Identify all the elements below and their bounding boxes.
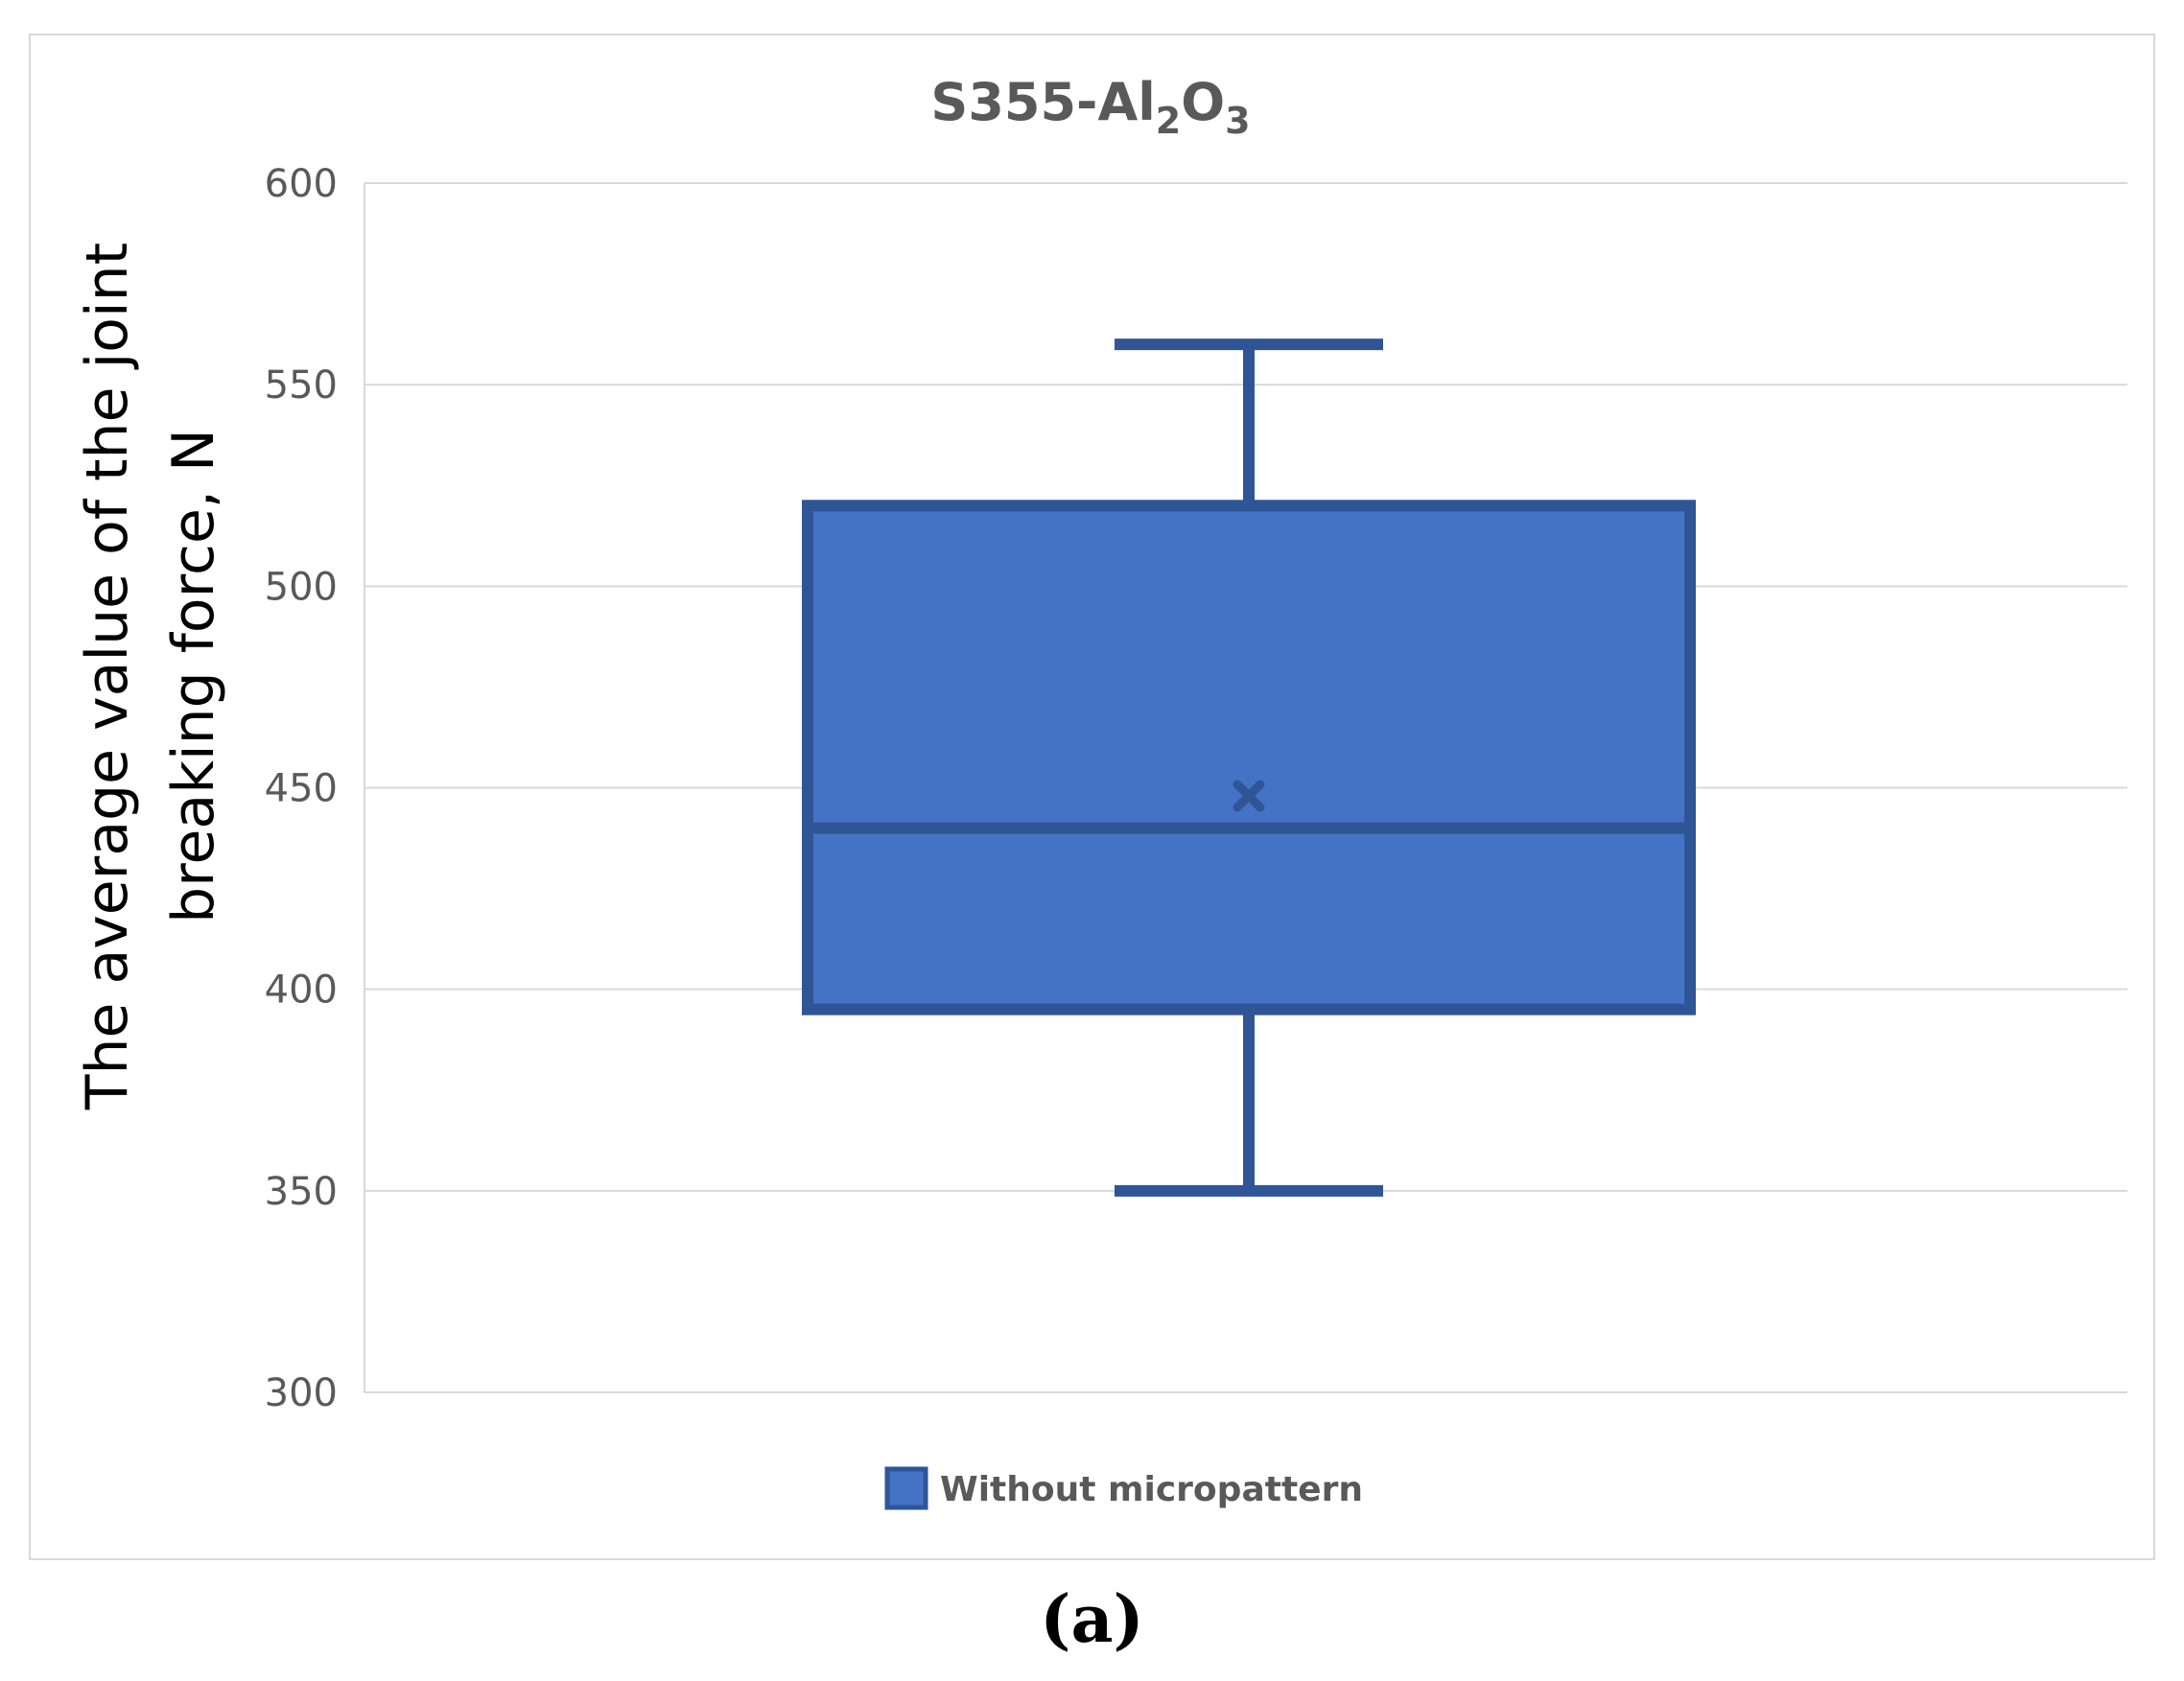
- iqr-box: [802, 500, 1696, 1016]
- chart-title-sub-2: 3: [1225, 100, 1250, 142]
- y-tick-label-350: 350: [265, 1170, 338, 1214]
- y-tick-label-550: 550: [265, 363, 338, 408]
- mean-marker-stroke-2: [1233, 780, 1265, 812]
- legend-label: Without micropattern: [940, 1470, 1363, 1509]
- chart-title-sub-1: 2: [1156, 100, 1181, 142]
- y-tick-label-400: 400: [265, 969, 338, 1013]
- box-plot: S355-Al2O3 300 350 400 450 500 550 600 The ave…: [74, 72, 2127, 1510]
- y-axis-label: The average value of the joint breaking …: [74, 243, 227, 1110]
- chart-frame: S355-Al2O3 300 350 400 450 500 550 600 The ave…: [29, 34, 2155, 1560]
- y-axis-label-line-1: The average value of the joint: [74, 243, 141, 1110]
- box-series: [802, 339, 1696, 1197]
- y-tick-label-450: 450: [265, 767, 338, 811]
- y-tick-label-500: 500: [265, 565, 338, 609]
- legend: Without micropattern: [884, 1466, 1363, 1510]
- y-axis-label-line-2: breaking force, N: [160, 429, 227, 923]
- mean-marker: [1233, 780, 1265, 812]
- y-tick-labels: 300 350 400 450 500 550 600: [265, 162, 338, 1415]
- panel-label: (a): [1040, 1581, 1144, 1658]
- legend-swatch: [884, 1466, 928, 1510]
- chart-title-mid: O: [1181, 72, 1225, 132]
- chart-title-main: S355-Al: [930, 72, 1155, 132]
- chart-title: S355-Al2O3: [930, 72, 1250, 142]
- y-tick-label-600: 600: [265, 162, 338, 206]
- y-tick-label-300: 300: [265, 1371, 338, 1415]
